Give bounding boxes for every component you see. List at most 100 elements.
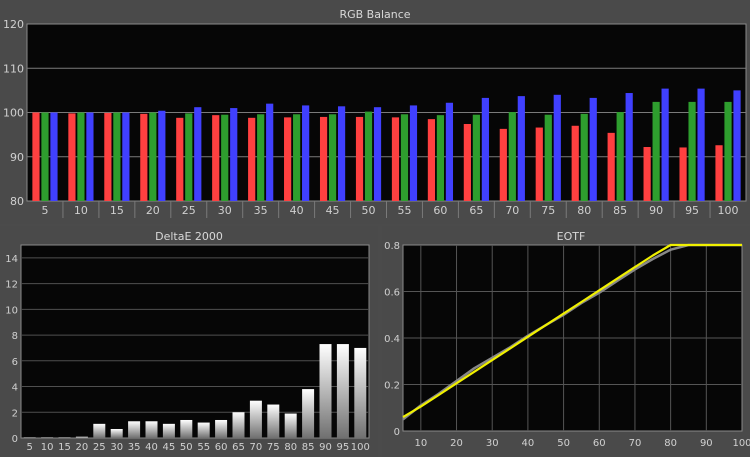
bar-blue <box>50 112 58 201</box>
x-tick-label: 30 <box>486 438 499 449</box>
x-tick-label: 90 <box>319 442 332 453</box>
y-tick-label: 10 <box>5 305 18 316</box>
x-tick-label: 50 <box>557 438 570 449</box>
deltae-bar <box>302 389 315 438</box>
bar-red <box>499 128 507 201</box>
bar-green <box>580 113 588 201</box>
bar-blue <box>373 107 382 201</box>
bar-green <box>436 115 445 201</box>
plot-area <box>20 244 370 439</box>
deltae-bar <box>23 437 36 438</box>
deltae-bar <box>93 423 106 438</box>
x-tick-label: 25 <box>182 204 196 217</box>
x-tick-label: 75 <box>267 442 280 453</box>
x-tick-label: 40 <box>290 204 304 217</box>
deltae-bar <box>75 436 88 438</box>
x-tick-label: 60 <box>593 438 606 449</box>
x-tick-label: 60 <box>215 442 228 453</box>
bar-blue <box>733 90 741 201</box>
y-tick-label: 0.2 <box>384 381 400 392</box>
x-tick-label: 100 <box>718 204 739 217</box>
bar-green <box>652 101 660 201</box>
y-tick-label: 14 <box>5 254 18 265</box>
y-tick-label: 4 <box>12 383 18 394</box>
x-tick-label: 100 <box>351 442 370 453</box>
x-tick-label: 90 <box>700 438 713 449</box>
y-tick-label: 110 <box>3 62 24 75</box>
y-tick-label: 0.8 <box>384 241 400 252</box>
deltae-bar <box>145 421 158 438</box>
x-tick-label: 60 <box>433 204 447 217</box>
bar-red <box>679 147 687 201</box>
x-tick-label: 45 <box>163 442 176 453</box>
bar-red <box>427 119 436 201</box>
bar-blue <box>517 96 525 201</box>
x-tick-label: 40 <box>522 438 535 449</box>
bar-blue <box>122 112 130 201</box>
x-tick-label: 55 <box>397 204 411 217</box>
x-tick-label: 35 <box>128 442 141 453</box>
bar-green <box>149 112 157 201</box>
bar-red <box>463 124 471 201</box>
x-tick-label: 75 <box>541 204 555 217</box>
bar-blue <box>409 105 418 201</box>
y-tick-label: 2 <box>12 408 18 419</box>
deltae-bar <box>41 437 54 438</box>
y-tick-label: 0 <box>394 427 400 438</box>
x-tick-label: 5 <box>41 204 48 217</box>
bar-green <box>400 114 409 201</box>
bar-green <box>472 114 480 201</box>
bar-blue <box>230 108 238 201</box>
bar-blue <box>661 88 669 201</box>
deltae-bar <box>354 347 367 438</box>
x-tick-label: 35 <box>254 204 268 217</box>
x-tick-label: 15 <box>58 442 71 453</box>
y-tick-label: 6 <box>12 357 18 368</box>
x-tick-label: 25 <box>93 442 106 453</box>
bar-green <box>185 113 193 201</box>
x-tick-label: 85 <box>302 442 315 453</box>
bar-blue <box>302 105 310 201</box>
bar-red <box>607 132 615 201</box>
bar-green <box>544 114 552 201</box>
x-tick-label: 10 <box>414 438 427 449</box>
bar-blue <box>337 106 346 201</box>
x-tick-label: 30 <box>110 442 123 453</box>
chart-title: EOTF <box>557 230 586 243</box>
x-tick-label: 10 <box>41 442 54 453</box>
y-tick-label: 0 <box>12 434 18 445</box>
y-tick-label: 90 <box>10 151 24 164</box>
bar-blue <box>481 97 489 201</box>
bar-blue <box>194 107 202 201</box>
deltae-bar <box>128 421 141 438</box>
x-tick-label: 70 <box>629 438 642 449</box>
x-tick-label: 5 <box>27 442 33 453</box>
x-tick-label: 95 <box>337 442 350 453</box>
bar-red <box>319 116 328 201</box>
deltae-bar <box>58 437 71 438</box>
bar-red <box>643 147 651 201</box>
y-tick-label: 120 <box>3 18 24 31</box>
x-tick-label: 100 <box>732 438 750 449</box>
bar-green <box>724 101 732 201</box>
bar-red <box>140 113 148 201</box>
x-tick-label: 80 <box>284 442 297 453</box>
x-tick-label: 65 <box>469 204 483 217</box>
x-tick-label: 20 <box>450 438 463 449</box>
x-tick-label: 50 <box>362 204 376 217</box>
bar-blue <box>697 88 705 201</box>
deltae-bar <box>215 419 228 438</box>
deltae-bar <box>319 344 332 438</box>
bar-green <box>616 112 624 201</box>
x-tick-label: 55 <box>197 442 210 453</box>
deltae-bar <box>232 412 245 438</box>
x-tick-label: 90 <box>649 204 663 217</box>
x-tick-label: 85 <box>613 204 627 217</box>
deltae-bar <box>162 423 175 438</box>
bar-blue <box>266 103 274 201</box>
x-tick-label: 95 <box>685 204 699 217</box>
bar-green <box>257 114 265 201</box>
y-tick-label: 0.4 <box>384 334 400 345</box>
x-tick-label: 80 <box>664 438 677 449</box>
